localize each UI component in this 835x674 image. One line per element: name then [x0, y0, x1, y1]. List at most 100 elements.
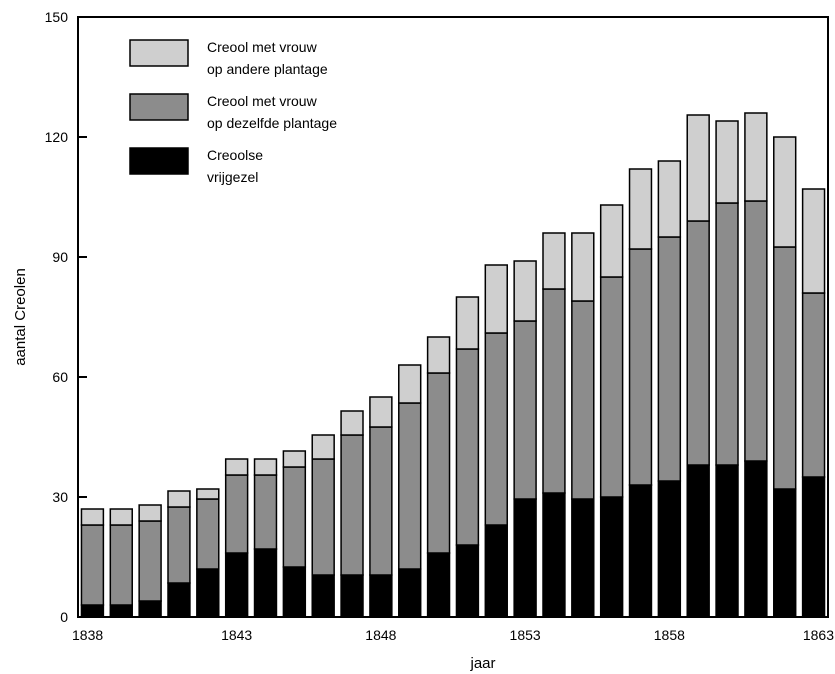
bar-segment-1845-series-2	[282, 466, 307, 568]
bar-segment-1859-series-2	[686, 220, 710, 466]
legend-swatch	[129, 147, 189, 175]
bar-segment-1840-series-3	[138, 504, 162, 522]
x-tick-label: 1843	[221, 627, 252, 643]
bar-segment-1843-series-2	[224, 474, 249, 554]
bar-segment-1843-series-1	[224, 552, 249, 618]
bar-segment-1858-series-2	[657, 236, 682, 482]
bar-segment-1853-series-2	[513, 320, 537, 500]
legend-label: Creoolse	[207, 147, 263, 163]
bar-segment-1844-series-1	[253, 548, 278, 618]
bar-segment-1838-series-2	[80, 524, 105, 606]
bar-segment-1850-series-3	[426, 336, 451, 374]
bar-segment-1842-series-1	[196, 568, 220, 618]
bar-segment-1853-series-3	[513, 260, 537, 322]
x-tick-label: 1858	[654, 627, 685, 643]
bar-segment-1862-series-1	[773, 488, 797, 618]
bar-segment-1857-series-2	[628, 248, 653, 486]
bar-segment-1863-series-1	[801, 476, 826, 618]
bar-segment-1855-series-1	[571, 498, 595, 618]
bar-segment-1855-series-2	[571, 300, 595, 500]
bar-segment-1840-series-2	[138, 520, 162, 602]
bar-segment-1841-series-1	[167, 582, 191, 618]
bar-segment-1849-series-3	[398, 364, 422, 404]
x-axis-title: jaar	[469, 655, 495, 672]
bar-segment-1860-series-1	[715, 464, 739, 618]
bar-segment-1850-series-1	[426, 552, 451, 618]
bar-segment-1848-series-3	[369, 396, 393, 428]
bar-segment-1851-series-1	[455, 544, 480, 618]
bar-segment-1847-series-2	[340, 434, 364, 576]
legend-label: Creool met vrouw	[207, 39, 318, 55]
bar-segment-1852-series-2	[484, 332, 508, 526]
y-tick-label: 150	[45, 9, 69, 25]
bar-segment-1861-series-1	[744, 460, 768, 618]
bar-segment-1861-series-3	[744, 112, 768, 202]
bar-segment-1854-series-3	[542, 232, 566, 290]
bar-segment-1862-series-3	[773, 136, 797, 248]
bar-segment-1852-series-1	[484, 524, 508, 618]
x-tick-label: 1863	[803, 627, 834, 643]
bar-segment-1854-series-1	[542, 492, 566, 618]
bar-segment-1859-series-3	[686, 114, 710, 222]
bar-segment-1862-series-2	[773, 246, 797, 490]
bar-segment-1856-series-1	[599, 496, 624, 618]
bar-segment-1846-series-1	[311, 574, 335, 618]
bar-segment-1842-series-2	[196, 498, 220, 570]
bar-segment-1851-series-2	[455, 348, 480, 546]
bar-segment-1858-series-3	[657, 160, 682, 238]
y-axis-title: aantal Creolen	[12, 268, 29, 366]
bar-segment-1860-series-2	[715, 202, 739, 466]
y-tick-label: 90	[52, 249, 68, 265]
bar-segment-1839-series-2	[109, 524, 133, 606]
bar-segment-1844-series-3	[253, 458, 278, 476]
legend-label: op dezelfde plantage	[207, 115, 337, 131]
y-axis: 0 30 60 90 120 150	[45, 9, 87, 625]
bar-segment-1850-series-2	[426, 372, 451, 554]
bar-segment-1851-series-3	[455, 296, 480, 350]
y-tick-label: 60	[52, 369, 68, 385]
bar-segment-1845-series-3	[282, 450, 307, 468]
y-tick-label: 0	[60, 609, 68, 625]
bar-segment-1840-series-1	[138, 600, 162, 618]
y-tick-label: 30	[52, 489, 68, 505]
x-tick-label: 1848	[365, 627, 396, 643]
bar-segment-1846-series-2	[311, 458, 335, 576]
bar-segment-1841-series-2	[167, 506, 191, 584]
bars-layer	[80, 112, 826, 618]
x-axis: 1838 1843 1848 1853 1858 1863	[72, 609, 834, 643]
bar-segment-1856-series-3	[599, 204, 624, 278]
bar-segment-1842-series-3	[196, 488, 220, 500]
bar-segment-1849-series-1	[398, 568, 422, 618]
bar-segment-1861-series-2	[744, 200, 768, 462]
bar-segment-1856-series-2	[599, 276, 624, 498]
legend-label: op andere plantage	[207, 61, 328, 77]
bar-segment-1839-series-3	[109, 508, 133, 526]
bar-segment-1844-series-2	[253, 474, 278, 550]
bar-segment-1839-series-1	[109, 604, 133, 618]
x-tick-label: 1838	[72, 627, 103, 643]
bar-segment-1857-series-1	[628, 484, 653, 618]
bar-segment-1853-series-1	[513, 498, 537, 618]
bar-segment-1852-series-3	[484, 264, 508, 334]
bar-segment-1854-series-2	[542, 288, 566, 494]
bar-segment-1860-series-3	[715, 120, 739, 204]
bar-segment-1863-series-3	[801, 188, 826, 294]
bar-segment-1857-series-3	[628, 168, 653, 250]
bar-segment-1847-series-3	[340, 410, 364, 436]
bar-segment-1845-series-1	[282, 566, 307, 618]
bar-segment-1838-series-3	[80, 508, 105, 526]
plot-frame	[77, 16, 829, 618]
bar-segment-1843-series-3	[224, 458, 249, 476]
bar-segment-1855-series-3	[571, 232, 595, 302]
x-tick-label: 1853	[510, 627, 541, 643]
legend-label: Creool met vrouw	[207, 93, 318, 109]
bar-segment-1841-series-3	[167, 490, 191, 508]
bar-segment-1847-series-1	[340, 574, 364, 618]
legend-swatch	[129, 39, 189, 67]
legend: Creool met vrouw op andere plantage Creool…	[129, 39, 337, 185]
bar-segment-1846-series-3	[311, 434, 335, 460]
bar-segment-1858-series-1	[657, 480, 682, 618]
bar-segment-1848-series-2	[369, 426, 393, 576]
bar-segment-1849-series-2	[398, 402, 422, 570]
